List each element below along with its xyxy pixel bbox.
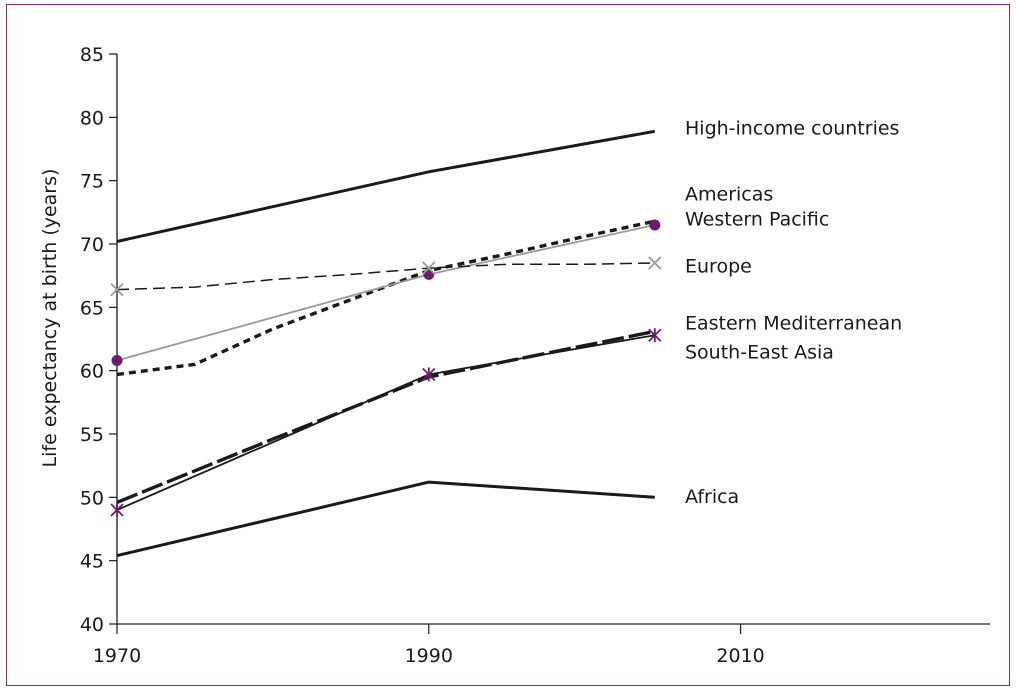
data-point-western-pacific (649, 219, 661, 231)
series-line-south-east-asia (116, 334, 655, 511)
x-tick-label: 1970 (93, 645, 141, 667)
y-tick-label: 75 (80, 171, 104, 193)
series-layer (116, 129, 656, 558)
marker-layer (110, 219, 662, 517)
data-point-south-east-asia (422, 367, 436, 382)
y-tick-label: 50 (80, 487, 104, 509)
series-label-americas: Americas (685, 183, 773, 205)
series-label-europe: Europe (685, 256, 752, 278)
y-tick-label: 60 (80, 361, 104, 383)
series-label-eastern-mediterranean: Eastern Mediterranean (685, 313, 902, 335)
series-line-americas (116, 219, 656, 377)
series-line-eastern-mediterranean (116, 329, 656, 504)
series-line-western-pacific (116, 224, 655, 362)
y-tick-label: 70 (80, 234, 104, 256)
data-point-western-pacific (423, 268, 435, 280)
series-line-europe (116, 262, 655, 291)
series-labels: High-income countries Americas Western Pac… (685, 117, 902, 508)
y-tick-label: 40 (80, 614, 104, 636)
data-point-europe (110, 282, 124, 297)
axes: 40 45 50 55 60 65 70 75 80 85 1970 1990 2010 (80, 44, 990, 667)
series-label-south-east-asia: South-East Asia (685, 342, 834, 364)
data-point-europe (422, 261, 436, 275)
data-point-western-pacific (111, 355, 123, 367)
x-tick-label: 2010 (716, 645, 764, 667)
series-label-africa: Africa (685, 486, 739, 508)
y-tick-label: 55 (80, 424, 104, 446)
y-tick-label: 80 (80, 107, 104, 129)
series-line-high-income-countries (116, 129, 656, 243)
series-line-africa (116, 480, 655, 558)
data-point-south-east-asia (110, 503, 124, 517)
y-tick-label: 65 (80, 297, 104, 319)
y-axis-label: Life expectancy at birth (years) (39, 169, 61, 468)
x-tick-label: 1990 (405, 645, 453, 667)
series-label-western-pacific: Western Pacific (685, 209, 829, 231)
data-point-south-east-asia (648, 328, 662, 343)
y-tick-label: 85 (80, 44, 104, 66)
series-label-high-income-countries: High-income countries (685, 117, 899, 139)
data-point-europe (648, 256, 662, 270)
y-tick-label: 45 (80, 551, 104, 573)
